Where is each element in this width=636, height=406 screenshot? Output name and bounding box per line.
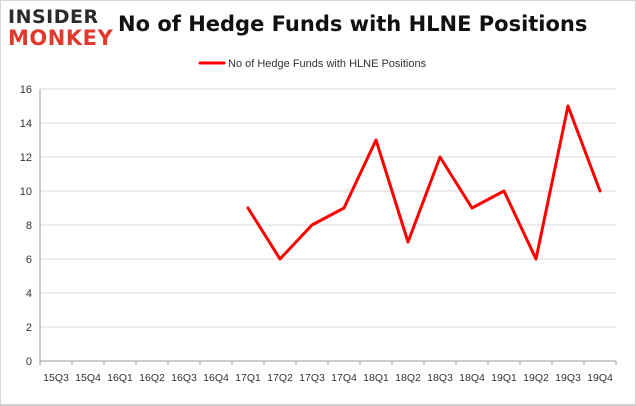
x-tick-label: 19Q4 [587, 372, 613, 384]
x-tick-label: 19Q1 [491, 372, 517, 384]
y-tick-label: 8 [26, 220, 32, 232]
x-tick-label: 18Q1 [363, 372, 389, 384]
y-tick-label: 10 [20, 186, 32, 198]
y-tick-label: 6 [26, 254, 32, 266]
x-tick-label: 16Q1 [107, 372, 133, 384]
y-tick-label: 14 [20, 118, 32, 130]
x-tick-label: 16Q2 [139, 372, 165, 384]
x-tick-label: 17Q2 [267, 372, 293, 384]
y-tick-label: 0 [26, 356, 32, 368]
x-tick-label: 15Q3 [43, 372, 69, 384]
y-tick-label: 16 [20, 84, 32, 96]
x-tick-label: 18Q3 [427, 372, 453, 384]
chart-title: No of Hedge Funds with HLNE Positions [118, 12, 588, 36]
y-tick-label: 12 [20, 152, 32, 164]
logo-line2: MONKEY [8, 26, 114, 50]
y-tick-label: 2 [26, 322, 32, 334]
x-tick-label: 19Q3 [555, 372, 581, 384]
x-tick-label: 19Q2 [523, 372, 549, 384]
logo-line1: INSIDER [8, 6, 99, 28]
x-tick-label: 17Q3 [299, 372, 325, 384]
series-line [246, 104, 602, 261]
legend-label: No of Hedge Funds with HLNE Positions [228, 58, 427, 70]
x-tick-label: 16Q3 [171, 372, 197, 384]
y-tick-label: 4 [26, 288, 32, 300]
x-tick-label: 18Q2 [395, 372, 421, 384]
x-tick-label: 17Q4 [331, 372, 357, 384]
x-tick-label: 17Q1 [235, 372, 261, 384]
x-tick-label: 18Q4 [459, 372, 485, 384]
insider-monkey-logo: INSIDER MONKEY [8, 6, 118, 50]
x-tick-label: 15Q4 [75, 372, 101, 384]
x-tick-label: 16Q4 [203, 372, 229, 384]
